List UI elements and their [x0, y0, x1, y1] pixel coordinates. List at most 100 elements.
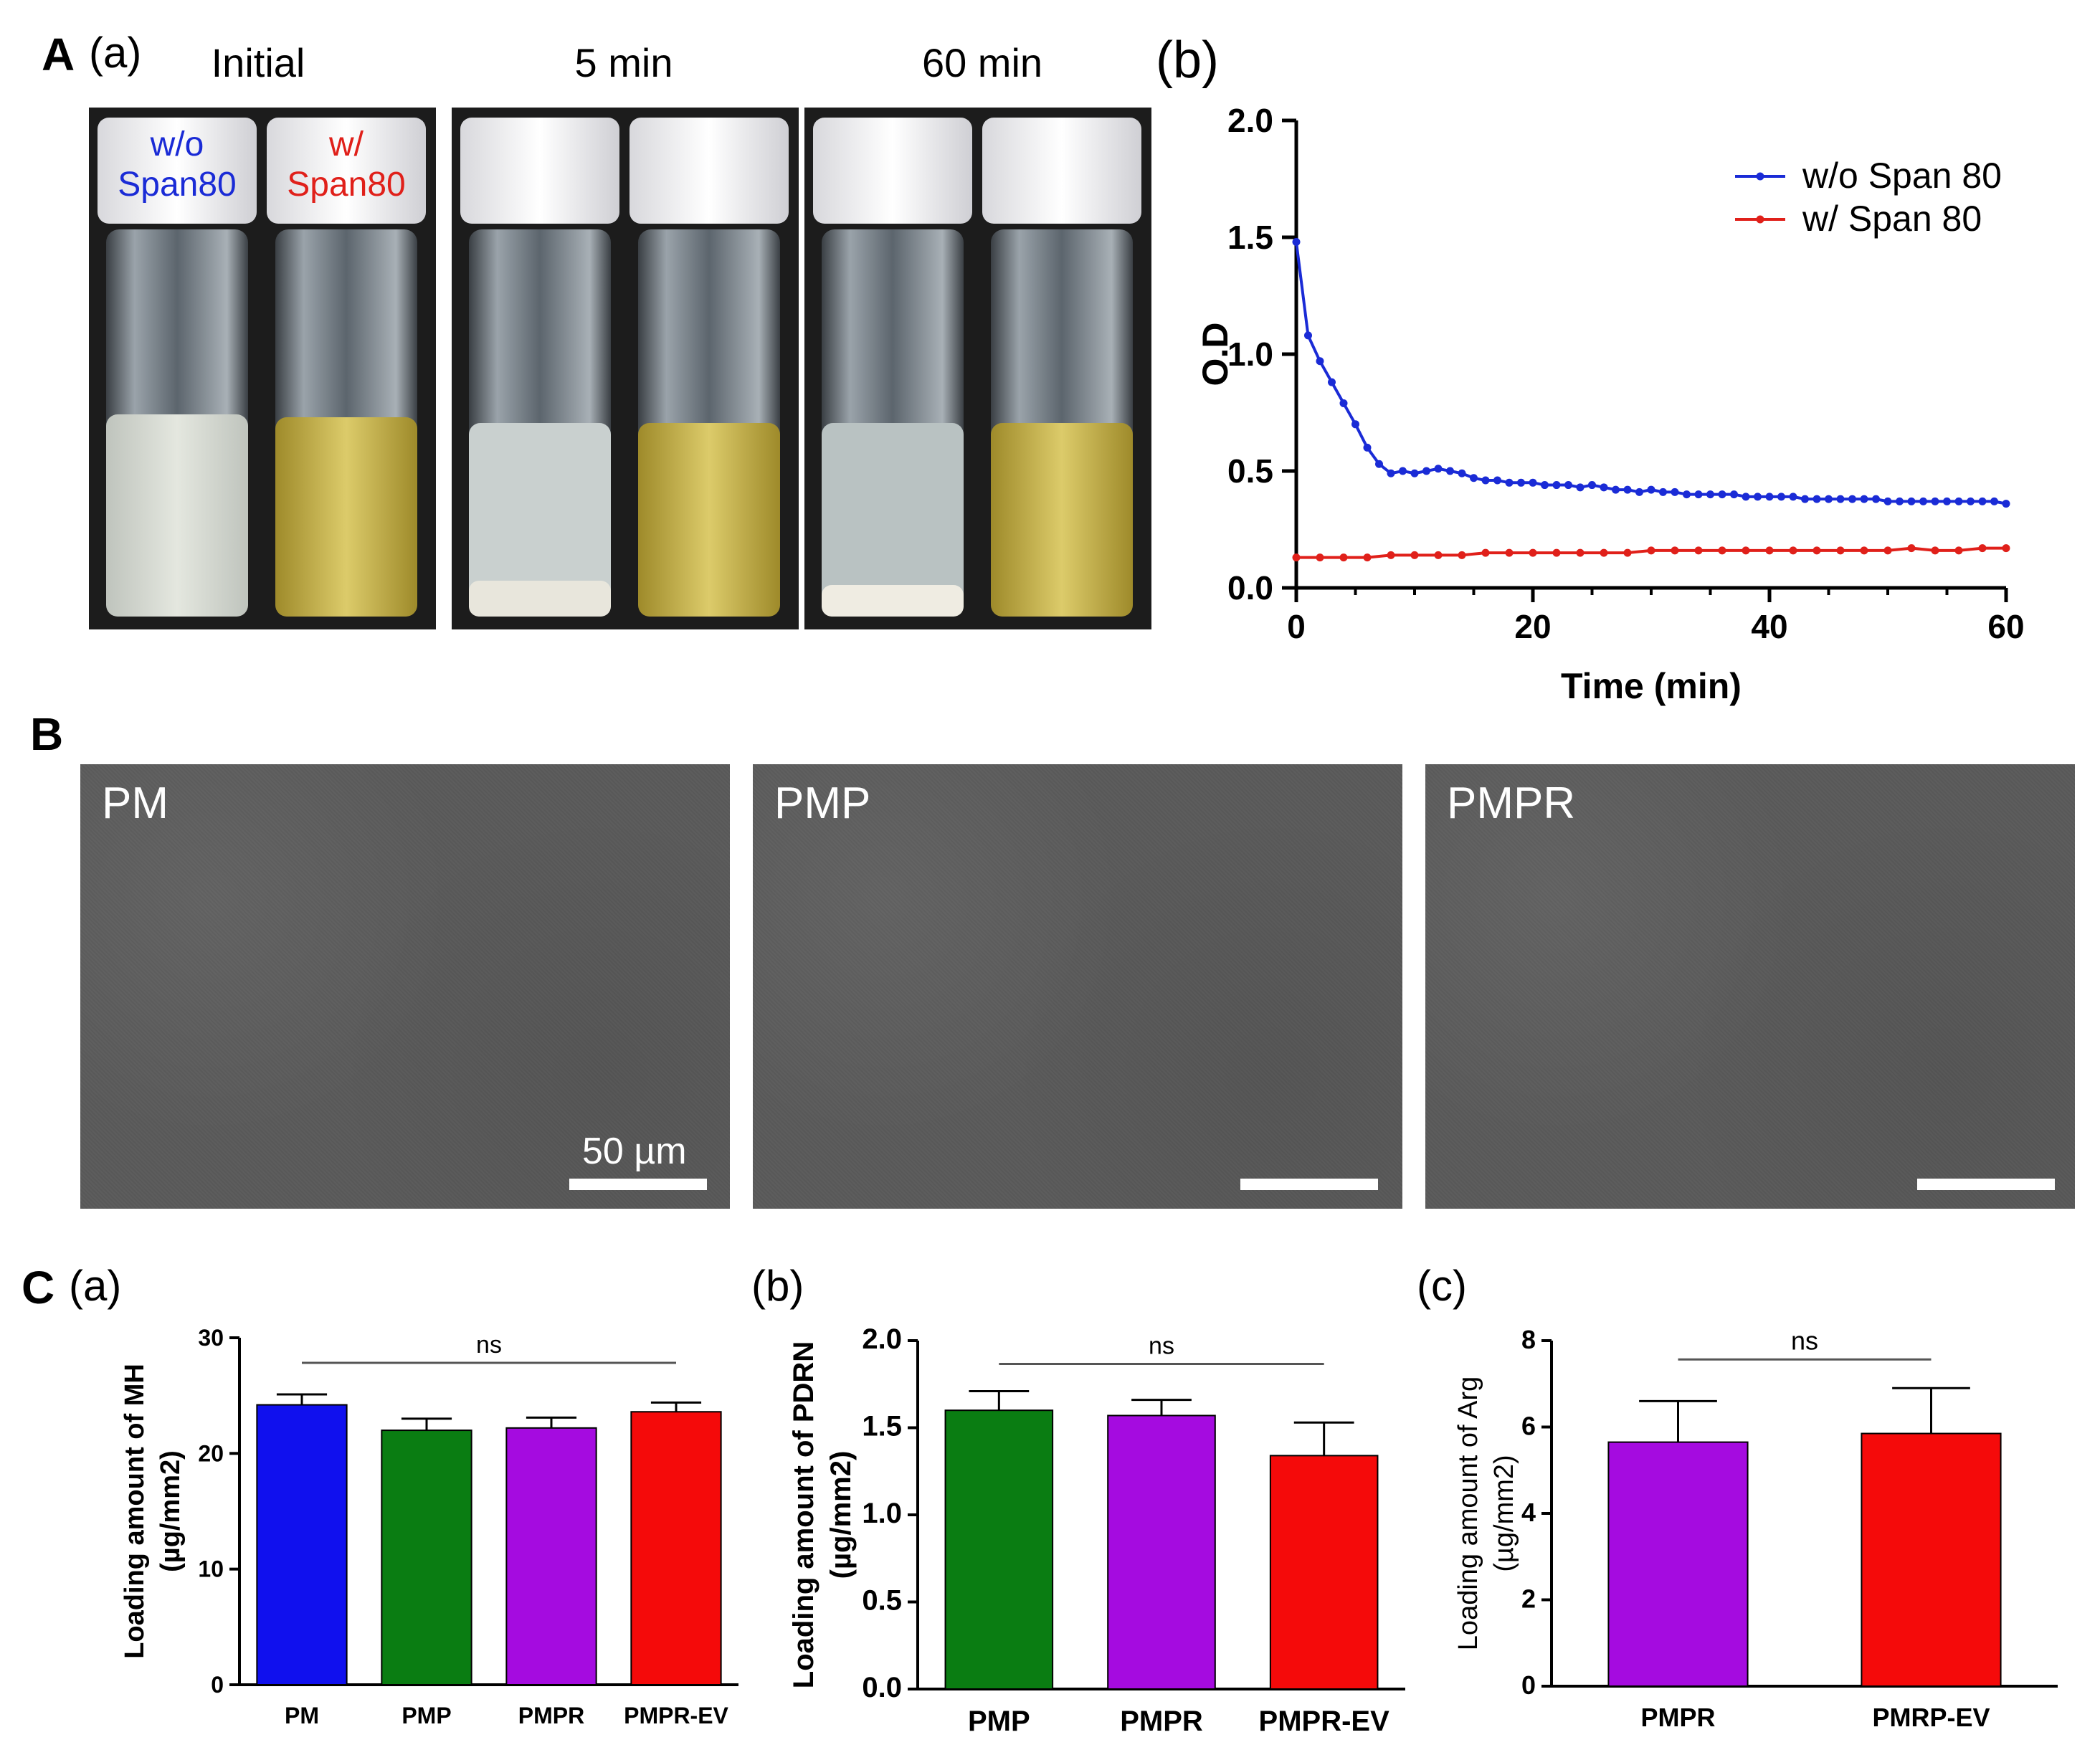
series-point-0 — [1410, 469, 1419, 477]
y-axis-title-line2: (µg/mm2) — [1489, 1455, 1519, 1571]
panel-a-letter: A — [42, 29, 75, 80]
sem-image-pm: PM 50 µm — [80, 764, 730, 1209]
series-line-0 — [1295, 242, 2007, 505]
series-point-0 — [1990, 497, 1998, 505]
series-point-0 — [1896, 497, 1904, 505]
bar — [1607, 1441, 1749, 1687]
series-point-1 — [1623, 548, 1632, 557]
series-point-1 — [1789, 546, 1797, 555]
series-point-0 — [1671, 488, 1679, 496]
vial-photo-5min-drawing — [460, 118, 789, 617]
series-point-0 — [1351, 420, 1359, 429]
series-point-1 — [1410, 551, 1419, 559]
category-label: PMPR — [1640, 1703, 1715, 1732]
photo-label-5min: 5 min — [574, 40, 673, 85]
series-point-0 — [1907, 497, 1916, 505]
cap-label-with-span80: w/ Span80 — [267, 125, 426, 205]
vial-liquid-right — [638, 423, 780, 617]
series-point-1 — [1694, 546, 1703, 555]
y-tick-label: 0.0 — [862, 1672, 902, 1703]
scale-bar — [1240, 1179, 1378, 1190]
series-point-1 — [1458, 551, 1466, 559]
od-line-chart: 0.0 0.5 1.0 1.5 2.0 0 20 40 60 Time (min) O.D w/o S… — [1195, 102, 2025, 706]
series-point-0 — [1742, 493, 1750, 501]
series-point-1 — [1316, 553, 1324, 562]
category-label: PMPR — [518, 1703, 584, 1728]
panel-c-subpanel-a: (a) — [69, 1262, 122, 1310]
series-point-0 — [1931, 497, 1939, 505]
series-point-1 — [1481, 548, 1490, 557]
series-point-0 — [1789, 493, 1797, 501]
series-point-0 — [1647, 485, 1655, 494]
bar — [1269, 1455, 1379, 1690]
significance-label: ns — [476, 1331, 502, 1359]
vial-photo-5min — [452, 108, 799, 629]
y-tick-label: 1.0 — [862, 1498, 902, 1529]
vial-liquid-right — [991, 423, 1133, 617]
vial-cap-right — [982, 118, 1141, 224]
y-tick-label: 0 — [1521, 1670, 1536, 1700]
series-point-0 — [1446, 467, 1454, 475]
series-point-1 — [1954, 546, 1963, 555]
series-point-1 — [1931, 546, 1939, 555]
series-point-1 — [1505, 548, 1514, 557]
series-point-1 — [1718, 546, 1726, 555]
series-point-0 — [1600, 483, 1608, 492]
vial-photo-initial-drawing — [98, 118, 426, 617]
vial-photo-60min — [804, 108, 1151, 629]
series-point-0 — [1363, 443, 1372, 452]
series-point-0 — [1387, 469, 1395, 477]
series-point-1 — [1292, 553, 1301, 562]
photo-label-initial: Initial — [211, 40, 305, 85]
series-point-0 — [1754, 493, 1762, 501]
category-label: PMPR-EV — [1259, 1706, 1390, 1737]
series-point-0 — [1493, 476, 1501, 485]
legend-marker-0 — [1756, 172, 1764, 181]
series-point-0 — [1706, 490, 1714, 499]
scale-bar — [569, 1179, 707, 1190]
scale-bar — [1917, 1179, 2055, 1190]
series-point-0 — [1612, 485, 1620, 494]
y-tick-label: 30 — [198, 1325, 224, 1351]
legend-label-0: w/o Span 80 — [1802, 156, 2002, 196]
series-point-1 — [1647, 546, 1655, 555]
series-point-0 — [1635, 488, 1643, 496]
series-point-0 — [1730, 490, 1738, 499]
series-point-1 — [1978, 544, 1987, 553]
series-point-0 — [1564, 481, 1572, 490]
panel-c-subpanel-c: (c) — [1417, 1262, 1467, 1310]
panel-c-letter: C — [22, 1262, 55, 1313]
series-point-1 — [1812, 546, 1821, 555]
bar — [256, 1404, 348, 1685]
series-point-0 — [1328, 378, 1336, 386]
vial-cap-right — [629, 118, 789, 224]
series-point-0 — [1339, 399, 1348, 407]
series-point-0 — [1623, 485, 1632, 494]
y-tick-label: 0.0 — [1227, 569, 1273, 607]
y-tick-label: 20 — [198, 1440, 224, 1466]
y-axis-title: O.D — [1195, 323, 1235, 386]
bar — [505, 1427, 597, 1685]
vial-cap-left — [460, 118, 619, 224]
category-label: PMP — [402, 1703, 451, 1728]
x-tick-label: 20 — [1514, 608, 1551, 645]
series-point-0 — [1458, 469, 1466, 477]
vial-cap-left — [98, 118, 257, 224]
x-tick-label: 0 — [1287, 608, 1306, 645]
vial-photo-60min-drawing — [813, 118, 1141, 617]
series-point-0 — [1422, 467, 1430, 475]
series-point-1 — [1339, 553, 1348, 562]
sem-image-pmpr: PMPR — [1425, 764, 2075, 1209]
series-point-0 — [1825, 495, 1833, 503]
panel-c-subpanel-b: (b) — [751, 1262, 804, 1310]
series-point-1 — [1600, 548, 1608, 557]
y-tick-label: 1.0 — [1227, 336, 1273, 373]
series-point-0 — [1517, 478, 1525, 487]
bar — [944, 1409, 1054, 1690]
series-point-0 — [1919, 497, 1927, 505]
series-point-0 — [1375, 460, 1383, 468]
bar — [630, 1411, 722, 1685]
series-point-0 — [1399, 467, 1407, 475]
significance-label: ns — [1791, 1326, 1818, 1355]
series-point-0 — [1954, 497, 1963, 505]
